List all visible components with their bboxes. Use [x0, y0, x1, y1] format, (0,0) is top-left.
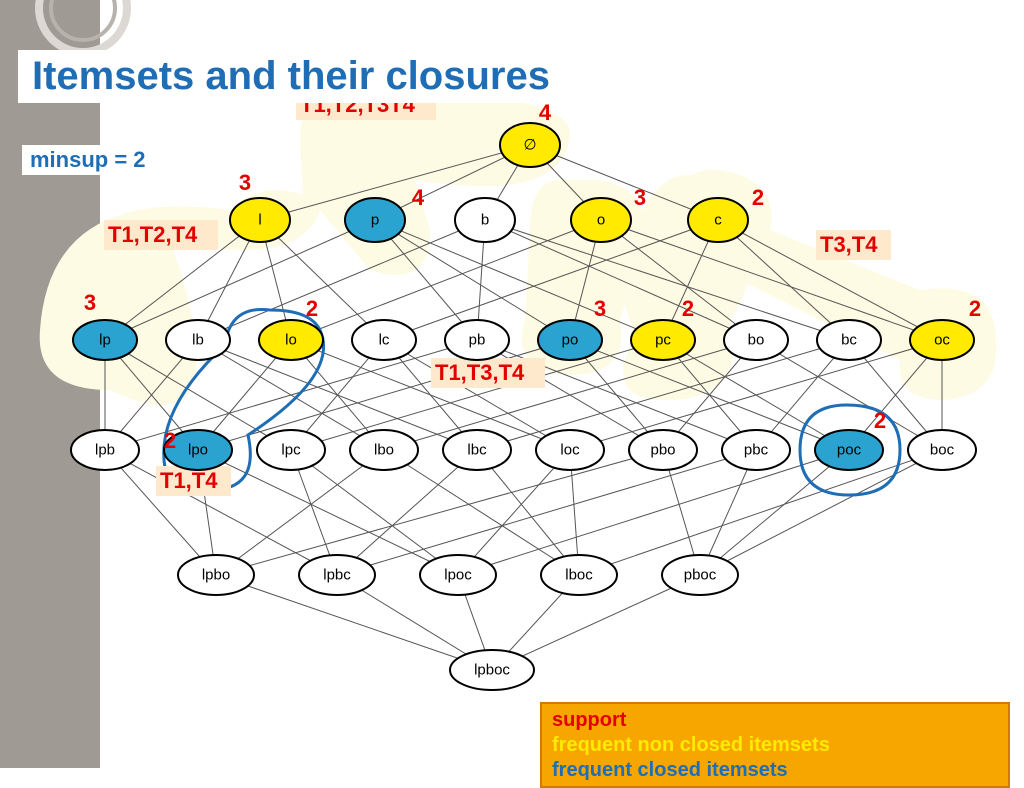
support-count: 3	[239, 170, 251, 195]
lattice-diagram: T1,T2,T3T4T1,T2,T4T3,T4T1,T3,T4T1,T4∅4l3…	[0, 30, 1024, 750]
itemset-label: lpbo	[202, 567, 230, 584]
transaction-label: T1,T3,T4	[435, 360, 525, 385]
itemset-label: lboc	[565, 567, 593, 584]
support-count: 4	[539, 100, 552, 125]
itemset-label: lp	[99, 332, 111, 349]
support-count: 2	[306, 296, 318, 321]
itemset-label: c	[714, 212, 722, 229]
itemset-label: lbc	[467, 442, 487, 459]
support-count: 3	[594, 296, 606, 321]
lattice-edge	[700, 450, 942, 575]
itemset-label: pboc	[684, 567, 717, 584]
itemset-label: poc	[837, 442, 862, 459]
itemset-label: loc	[560, 442, 580, 459]
itemset-label: o	[597, 212, 605, 229]
itemset-label: pbo	[650, 442, 675, 459]
minsup-label: minsup = 2	[22, 145, 154, 175]
itemset-label: lbo	[374, 442, 394, 459]
itemset-label: lpbc	[323, 567, 351, 584]
legend-box: support frequent non closed itemsets fre…	[540, 702, 1010, 788]
itemset-label: lpboc	[474, 662, 510, 679]
itemset-label: ∅	[523, 137, 536, 154]
itemset-label: bo	[748, 332, 765, 349]
support-count: 3	[84, 290, 96, 315]
itemset-label: lpoc	[444, 567, 472, 584]
itemset-label: lo	[285, 332, 297, 349]
support-count: 2	[874, 408, 886, 433]
transaction-label: T3,T4	[820, 232, 878, 257]
itemset-label: p	[371, 212, 379, 229]
itemset-label: lpc	[281, 442, 301, 459]
itemset-label: b	[481, 212, 489, 229]
itemset-label: bc	[841, 332, 857, 349]
legend-closed: frequent closed itemsets	[552, 758, 998, 783]
itemset-label: pc	[655, 332, 671, 349]
itemset-label: lb	[192, 332, 204, 349]
slide-canvas: T1,T2,T3T4T1,T2,T4T3,T4T1,T3,T4T1,T4∅4l3…	[0, 30, 1024, 750]
transaction-label: T1,T4	[160, 468, 218, 493]
support-count: 3	[634, 185, 646, 210]
legend-nonclosed: frequent non closed itemsets	[552, 733, 998, 758]
itemset-label: po	[562, 332, 579, 349]
page-title: Itemsets and their closures	[18, 50, 564, 103]
support-count: 4	[412, 185, 425, 210]
support-count: 2	[682, 296, 694, 321]
itemset-label: lpb	[95, 442, 115, 459]
legend-support: support	[552, 708, 998, 733]
itemset-label: lc	[379, 332, 390, 349]
itemset-label: pbc	[744, 442, 769, 459]
itemset-label: l	[258, 212, 261, 229]
itemset-label: lpo	[188, 442, 208, 459]
support-count: 2	[752, 185, 764, 210]
transaction-label: T1,T2,T4	[108, 222, 198, 247]
itemset-label: oc	[934, 332, 950, 349]
lattice-edge	[700, 450, 849, 575]
support-count: 2	[164, 428, 176, 453]
support-count: 2	[969, 296, 981, 321]
itemset-label: pb	[469, 332, 486, 349]
itemset-label: boc	[930, 442, 955, 459]
